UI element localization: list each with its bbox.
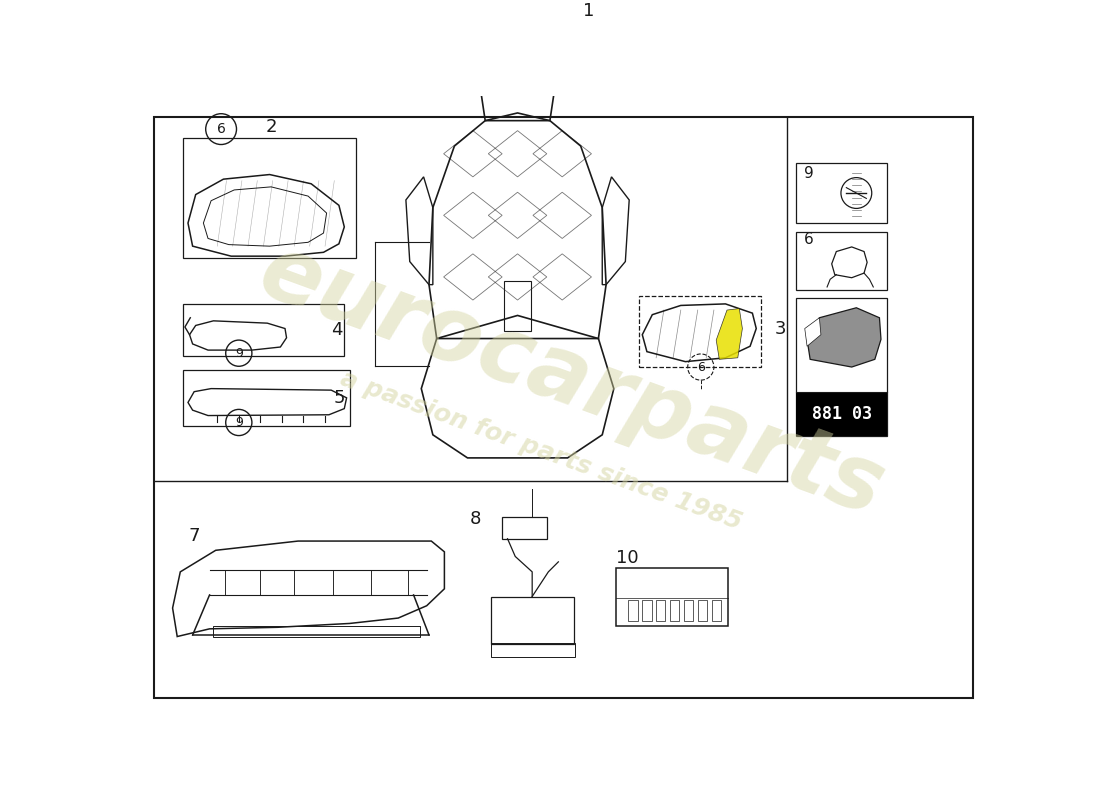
Text: 6: 6 xyxy=(697,361,705,374)
Text: 9: 9 xyxy=(804,166,814,181)
Bar xyxy=(796,393,887,436)
Bar xyxy=(656,599,666,621)
Bar xyxy=(183,138,356,258)
Text: 7: 7 xyxy=(188,527,200,546)
Polygon shape xyxy=(805,318,821,346)
Text: 10: 10 xyxy=(616,549,639,567)
Polygon shape xyxy=(716,309,742,359)
Bar xyxy=(213,626,420,637)
Text: 6: 6 xyxy=(217,122,226,136)
Bar xyxy=(616,568,728,626)
Text: 4: 4 xyxy=(331,321,342,339)
Text: 1: 1 xyxy=(583,2,594,20)
Text: 8: 8 xyxy=(470,510,481,529)
Text: 5: 5 xyxy=(333,389,344,407)
Bar xyxy=(697,599,707,621)
Text: 2: 2 xyxy=(265,118,277,136)
Bar xyxy=(796,298,887,436)
Bar xyxy=(796,231,887,290)
Polygon shape xyxy=(807,308,881,367)
Text: 6: 6 xyxy=(804,232,814,246)
Bar xyxy=(712,599,720,621)
Text: a passion for parts since 1985: a passion for parts since 1985 xyxy=(337,366,745,534)
Bar xyxy=(796,163,887,223)
Bar xyxy=(502,517,547,538)
Text: 9: 9 xyxy=(235,346,243,360)
Text: eurocarparts: eurocarparts xyxy=(248,227,895,534)
Bar xyxy=(639,296,761,367)
Bar xyxy=(642,599,651,621)
Bar xyxy=(670,599,680,621)
Bar xyxy=(183,370,351,426)
Bar xyxy=(491,597,574,644)
Bar xyxy=(628,599,638,621)
Text: 9: 9 xyxy=(235,416,243,429)
Text: 881 03: 881 03 xyxy=(812,405,871,423)
Bar xyxy=(491,642,575,657)
Bar xyxy=(183,304,344,356)
Bar xyxy=(504,281,531,331)
Text: 3: 3 xyxy=(776,319,786,338)
Bar xyxy=(684,599,693,621)
